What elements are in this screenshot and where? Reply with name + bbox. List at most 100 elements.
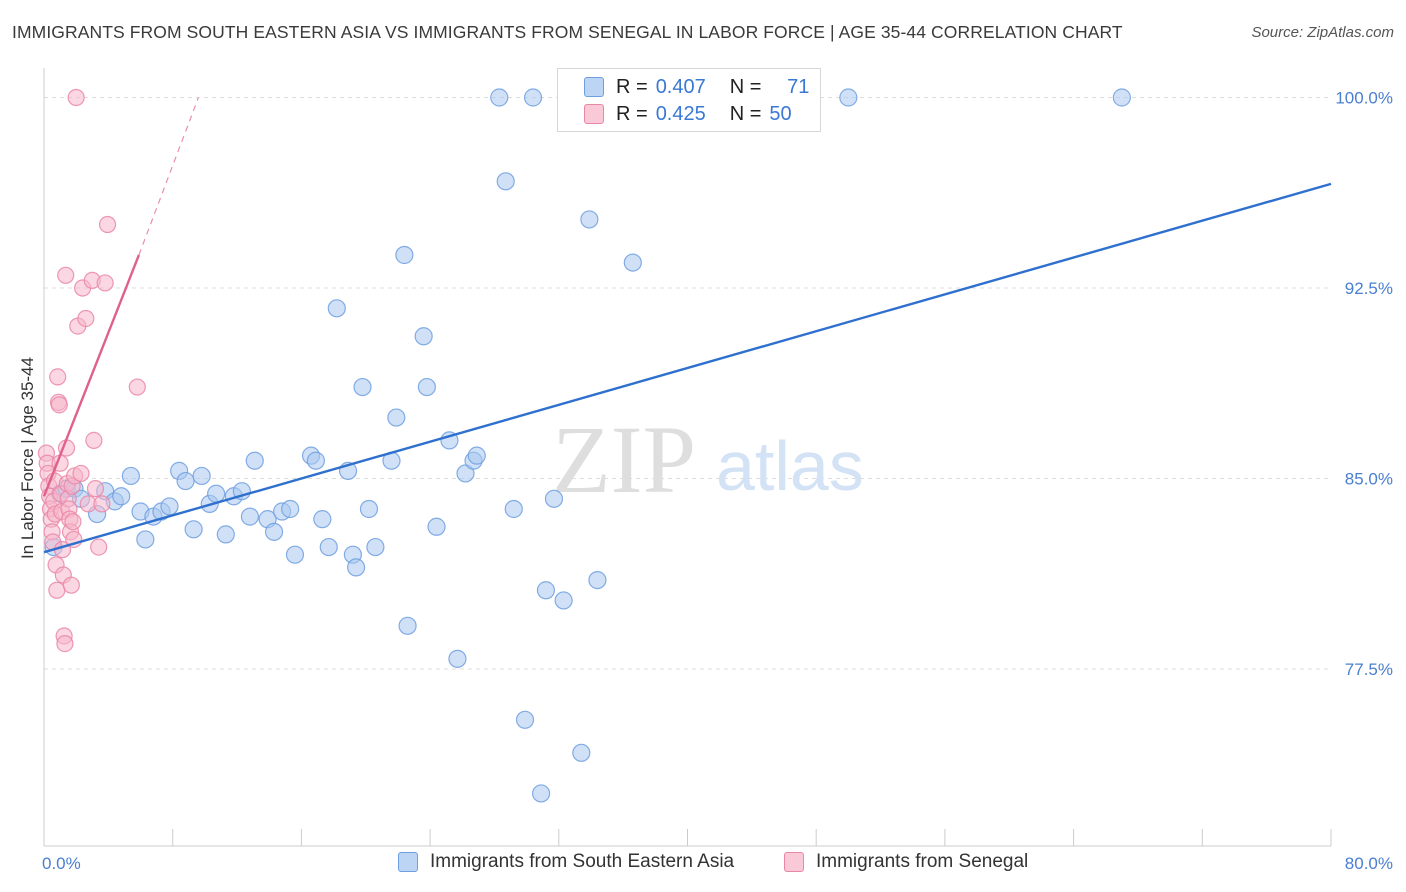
x-tick-label: 80.0% [1345,854,1393,873]
point-senegal [98,215,117,234]
point-south-eastern-asia [504,499,523,519]
point-south-eastern-asia [136,530,155,549]
point-south-eastern-asia [532,784,551,803]
series-label: Immigrants from Senegal [816,851,1029,872]
legend-n-label: N = [729,102,762,125]
point-senegal [49,368,67,386]
point-senegal [50,396,68,414]
series-legend: Immigrants from South Eastern Asia Immig… [0,851,1406,877]
point-south-eastern-asia [346,558,366,577]
point-south-eastern-asia [544,489,564,508]
point-south-eastern-asia [207,484,226,503]
point-senegal [72,464,90,483]
trend-line-senegal-extension [138,97,200,256]
axis-ticks: 77.5% 85.0% 92.5% 100.0% 0.0% 80.0% [42,89,1393,874]
watermark-atlas: atlas [716,427,864,505]
point-south-eastern-asia [366,537,385,557]
point-south-eastern-asia [184,520,203,539]
point-south-eastern-asia [281,499,300,519]
trend-line-south-eastern-asia [43,182,1332,554]
point-south-eastern-asia [490,88,509,107]
point-south-eastern-asia [176,471,195,491]
watermark: ZIP atlas [552,406,864,513]
point-south-eastern-asia [306,451,325,470]
point-south-eastern-asia [554,591,573,610]
point-south-eastern-asia [216,525,235,544]
series-swatch-pink [784,852,804,872]
watermark-zip: ZIP [552,406,696,513]
trend-line-senegal [42,254,141,497]
chart-title: IMMIGRANTS FROM SOUTH EASTERN ASIA VS IM… [12,22,1123,42]
point-south-eastern-asia [245,451,264,470]
point-senegal [85,431,103,449]
point-senegal [93,495,111,513]
series-legend-senegal: Immigrants from Senegal [784,851,1028,873]
point-south-eastern-asia [319,537,338,557]
legend-row-senegal: R = 0.425 N = 50 [584,102,799,126]
legend-r-label: R = [616,75,648,98]
point-south-eastern-asia [839,88,858,107]
point-south-eastern-asia [523,88,543,107]
grid-lines [44,97,1331,670]
point-senegal [77,309,95,328]
y-tick-label: 85.0% [1345,470,1393,489]
x-tick-label: 0.0% [42,854,81,873]
legend-swatch-blue [584,77,604,97]
point-south-eastern-asia [121,466,140,486]
y-tick-label: 100.0% [1335,89,1393,108]
point-south-eastern-asia [359,499,379,519]
point-south-eastern-asia [353,377,372,397]
point-senegal [128,378,146,396]
legend-swatch-pink [584,104,604,124]
series-swatch-blue [398,852,418,872]
point-senegal [86,480,105,498]
point-south-eastern-asia [536,581,556,600]
legend-n-value: 50 [769,102,792,125]
point-south-eastern-asia [588,570,607,590]
chart-source: Source: ZipAtlas.com [1251,24,1394,41]
legend-r-label: R = [616,102,648,125]
series-legend-south-eastern-asia: Immigrants from South Eastern Asia [398,851,734,873]
series-label: Immigrants from South Eastern Asia [430,851,735,872]
point-south-eastern-asia [448,649,467,668]
point-south-eastern-asia [160,497,179,516]
point-south-eastern-asia [414,327,433,346]
point-south-eastern-asia [515,710,535,729]
point-south-eastern-asia [285,545,305,564]
correlation-legend: R = 0.407 N = 71 R = 0.425 N = 50 [557,68,821,132]
point-senegal [57,266,75,284]
point-senegal [56,634,74,653]
point-senegal [90,538,108,556]
point-south-eastern-asia [313,510,332,529]
point-south-eastern-asia [467,446,486,465]
y-axis-title: In Labor Force | Age 35-44 [18,357,37,559]
point-south-eastern-asia [427,517,446,536]
y-tick-label: 92.5% [1345,279,1393,298]
legend-r-value: 0.425 [655,102,706,125]
point-south-eastern-asia [264,522,284,541]
legend-row-south-eastern-asia: R = 0.407 N = 71 [584,75,809,99]
trend-lines [42,97,1332,554]
point-south-eastern-asia [240,507,260,526]
point-senegal [62,576,80,594]
y-tick-label: 77.5% [1345,660,1393,679]
legend-r-value: 0.407 [655,75,706,98]
point-senegal [96,274,114,292]
point-south-eastern-asia [496,172,515,191]
point-south-eastern-asia [192,466,211,486]
point-south-eastern-asia [417,377,436,397]
point-south-eastern-asia [327,299,346,318]
legend-n-label: N = [729,75,762,98]
point-senegal [48,581,66,599]
point-south-eastern-asia [398,616,417,635]
point-south-eastern-asia [112,487,131,506]
point-senegal [64,513,82,531]
point-south-eastern-asia [395,245,414,265]
legend-n-value: 71 [787,75,810,98]
point-senegal [67,88,85,107]
point-south-eastern-asia [580,210,599,229]
point-south-eastern-asia [623,253,642,272]
point-south-eastern-asia [572,743,591,762]
point-south-eastern-asia [387,408,406,427]
